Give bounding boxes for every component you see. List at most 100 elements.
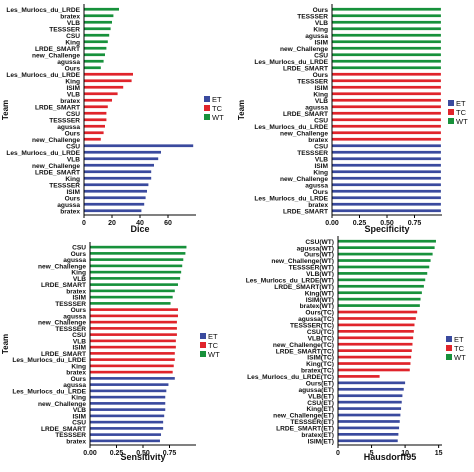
bar-wt — [332, 59, 441, 63]
bar-wt — [332, 14, 441, 18]
team-label: new_Challenge — [32, 163, 80, 170]
bar-et — [338, 426, 400, 430]
legend-label: TC — [212, 104, 223, 113]
bar-tc — [84, 98, 112, 102]
team-label: ISIM — [314, 85, 328, 92]
bar-tc — [338, 349, 412, 352]
bar-wt — [338, 291, 422, 295]
legend-label: WT — [456, 117, 468, 126]
team-label: bratex — [308, 137, 328, 144]
bar-tc — [90, 308, 178, 311]
team-label: LRDE_SMART(ET) — [276, 426, 334, 433]
bar-et — [84, 189, 147, 193]
bar-wt — [84, 53, 105, 57]
bar-wt — [338, 252, 433, 256]
bar-tc — [332, 105, 441, 109]
team-label: Ours — [313, 7, 329, 14]
chart-panel-4: CSU(WT)agussa(WT)Ours(WT)new_Challenge(W… — [246, 236, 466, 462]
bar-tc — [90, 364, 174, 368]
team-label: agussa — [305, 182, 328, 189]
x-tick-label: 0.00 — [83, 450, 97, 457]
legend-label: WT — [454, 353, 466, 362]
legend-swatch-tc — [448, 109, 454, 115]
team-label: VLB — [73, 338, 86, 345]
bar-et — [332, 170, 441, 174]
bar-wt — [338, 246, 435, 249]
x-tick-label: 0.50 — [380, 220, 394, 227]
team-label: King — [65, 78, 80, 85]
bar-et — [332, 150, 441, 154]
bar-tc — [338, 355, 412, 359]
legend-swatch-wt — [204, 114, 210, 120]
bar-et — [84, 157, 159, 161]
team-label: ISIM(TC) — [307, 355, 334, 362]
team-label: ISIM — [72, 413, 86, 420]
bar-tc — [332, 92, 441, 96]
team-label: TESSSER — [49, 182, 80, 189]
x-tick-label: 0.25 — [110, 450, 124, 457]
team-label: bratex(TC) — [301, 368, 334, 375]
bar-et — [84, 150, 161, 154]
team-label: new_Challenge — [38, 263, 86, 270]
team-label: TESSSER(WT) — [289, 265, 334, 272]
bar-wt — [84, 40, 108, 44]
bar-tc — [338, 329, 414, 333]
team-label: VLB — [67, 156, 80, 163]
bar-tc — [338, 336, 414, 340]
team-label: Ours — [71, 376, 87, 383]
team-label: agussa — [57, 124, 80, 131]
team-label: King — [71, 363, 86, 370]
bar-et — [90, 389, 167, 393]
team-label: LRDE_SMART(WT) — [274, 284, 334, 291]
bar-et — [338, 387, 404, 391]
team-label: new_Challenge — [32, 52, 80, 59]
chart-panel-1: Les_Murlocs_du_LRDEbratexVLBTESSSERCSUKi… — [1, 4, 224, 234]
team-label: LRDE_SMART — [283, 208, 328, 215]
team-label: Ours — [313, 72, 329, 79]
bar-et — [332, 163, 441, 167]
bar-tc — [84, 137, 101, 141]
legend-label: WT — [208, 350, 220, 359]
bar-tc — [338, 368, 410, 372]
y-axis-label: Team — [1, 334, 10, 354]
team-label: ISIM(ET) — [308, 438, 334, 445]
x-axis-label: Sensitivity — [120, 452, 165, 462]
bar-tc — [332, 118, 441, 122]
bar-wt — [84, 27, 111, 31]
x-axis-label: Dice — [130, 224, 149, 234]
x-axis-label: Specificity — [364, 224, 409, 234]
x-tick-label: 10 — [401, 450, 409, 457]
legend-swatch-tc — [446, 345, 452, 351]
team-label: TESSSER — [55, 301, 86, 308]
x-tick-label: 0.25 — [353, 220, 367, 227]
team-label: King — [65, 176, 80, 183]
x-tick-label: 0.75 — [163, 450, 177, 457]
team-label: Les_Murlocs_du_LRDE — [6, 7, 80, 14]
bar-wt — [84, 7, 119, 11]
legend-swatch-tc — [204, 105, 210, 111]
bar-et — [90, 377, 175, 380]
bar-tc — [338, 323, 415, 327]
legend-swatch-wt — [200, 351, 206, 357]
bar-et — [90, 427, 164, 430]
x-tick-label: 0.75 — [408, 220, 422, 227]
legend-label: WT — [212, 113, 224, 122]
team-label: TESSSER — [297, 78, 328, 85]
bar-wt — [338, 259, 431, 262]
bar-wt — [332, 7, 441, 11]
chart-panel-3: CSUOursagussanew_ChallengeKingVLBLRDE_SM… — [1, 242, 220, 462]
team-label: new_Challenge(TC) — [273, 342, 334, 349]
team-label: agussa — [305, 33, 328, 40]
team-label: King — [71, 395, 86, 402]
bar-tc — [332, 131, 441, 135]
team-label: CSU — [72, 245, 86, 252]
bar-wt — [84, 33, 110, 37]
team-label: King — [71, 270, 86, 277]
bar-wt — [338, 304, 420, 307]
x-tick-label: 20 — [108, 220, 116, 227]
bar-tc — [332, 79, 441, 83]
team-label: agussa — [305, 104, 328, 111]
